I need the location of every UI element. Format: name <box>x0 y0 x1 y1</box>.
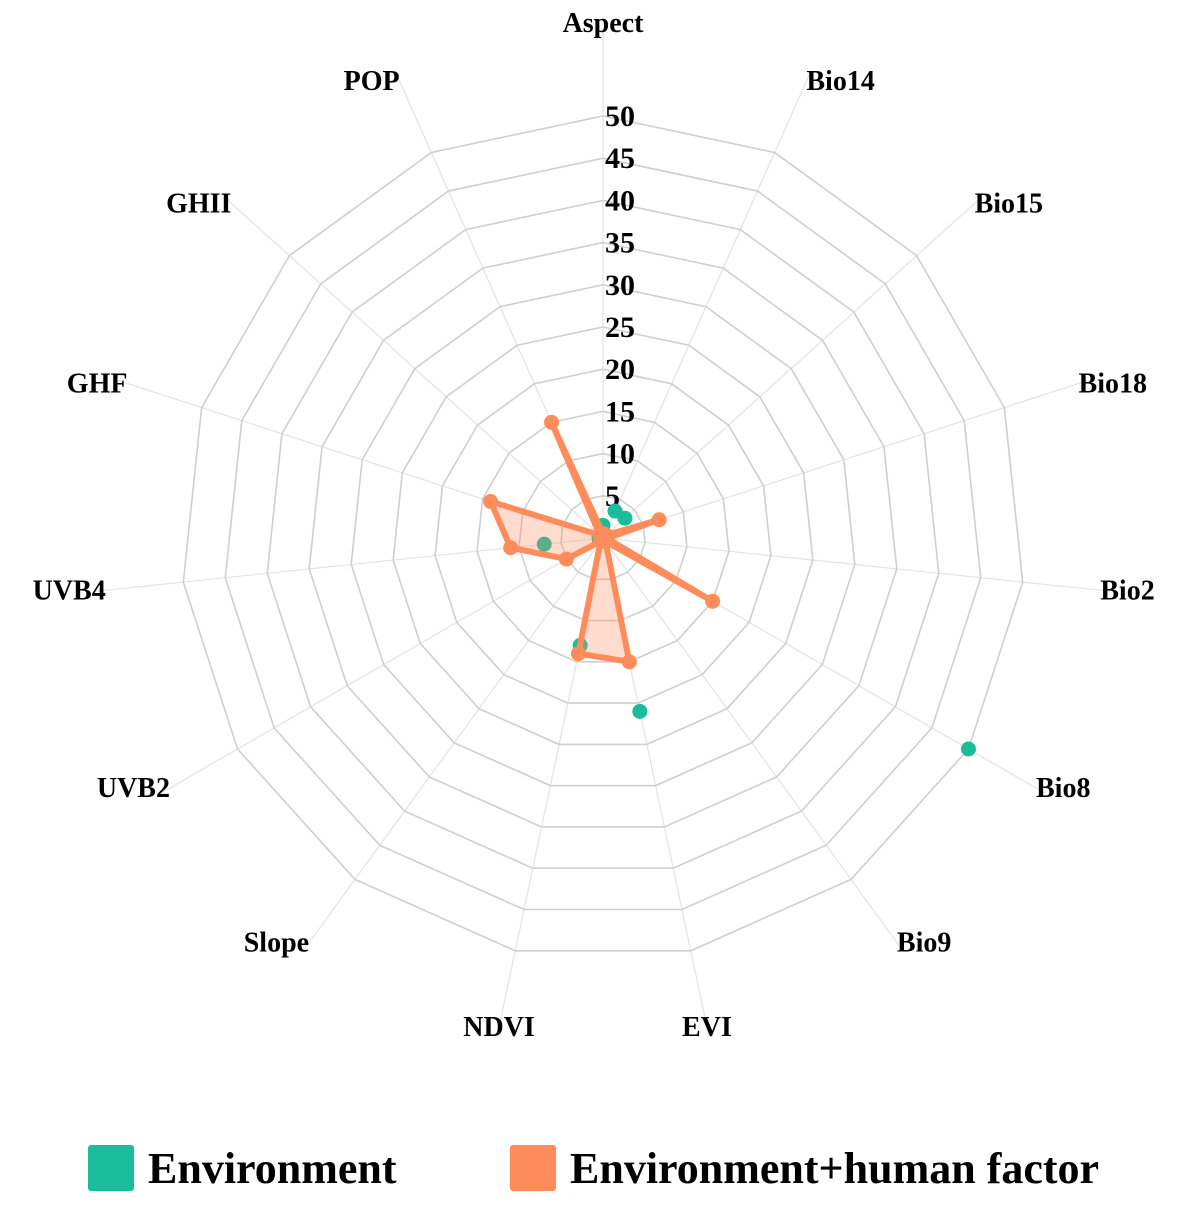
axis-line-uvb2 <box>161 537 604 794</box>
data-point-bio8 <box>705 593 721 609</box>
data-point-uvb4 <box>503 540 519 556</box>
tick-label-25: 25 <box>605 311 635 344</box>
category-label-ndvi: NDVI <box>463 1012 535 1043</box>
category-label-bio15: Bio15 <box>975 188 1043 219</box>
tick-label-40: 40 <box>605 184 635 217</box>
grid-rings <box>182 115 1024 952</box>
legend-label-environment: Environment <box>148 1143 397 1193</box>
grid-ring-45 <box>224 157 982 911</box>
axis-line-ghii <box>223 196 604 539</box>
data-point-ghii <box>592 527 608 543</box>
category-labels: Aspect Bio14 Bio15 Bio18 Bio2 Bio8 Bio9 EVI NDVI… <box>33 8 1155 1043</box>
legend: Environment Environment+human factor <box>0 1140 1188 1196</box>
data-point-evi <box>621 654 637 670</box>
grid-ring-25 <box>392 326 814 746</box>
tick-label-10: 10 <box>605 438 635 471</box>
tick-label-30: 30 <box>605 269 635 302</box>
category-label-pop: POP <box>344 66 400 97</box>
data-point-bio15 <box>617 510 633 526</box>
tick-label-45: 45 <box>605 142 635 175</box>
category-label-slope: Slope <box>244 928 309 959</box>
data-point-evi <box>632 703 648 719</box>
category-label-aspect: Aspect <box>563 8 645 39</box>
grid-ring-50 <box>182 115 1024 952</box>
legend-item-environment: Environment <box>88 1140 397 1196</box>
axis-line-bio15 <box>602 196 983 539</box>
category-label-bio9: Bio9 <box>897 928 951 959</box>
category-label-bio14: Bio14 <box>806 66 874 97</box>
series-environment-human-factor <box>483 414 721 670</box>
grid-ring-40 <box>266 199 940 870</box>
data-point-bio8 <box>960 741 976 757</box>
category-label-ghf: GHF <box>67 368 128 399</box>
legend-swatch-environment-human <box>510 1145 556 1191</box>
data-point-uvb2 <box>558 551 574 567</box>
tick-label-15: 15 <box>605 395 635 428</box>
category-label-uvb2: UVB2 <box>97 773 170 804</box>
category-label-bio8: Bio8 <box>1036 773 1090 804</box>
tick-label-35: 35 <box>605 227 635 260</box>
grid-ring-10 <box>518 452 688 622</box>
data-point-pop <box>544 414 560 430</box>
tick-label-50: 50 <box>605 100 635 133</box>
category-label-uvb4: UVB4 <box>33 575 106 606</box>
grid-ring-30 <box>350 283 856 787</box>
radar-plot: 5101520253035404550AspectBio14Bio15Bio18… <box>33 8 1155 1043</box>
series-line <box>487 419 716 665</box>
grid-ring-15 <box>476 410 730 663</box>
data-point-ndvi <box>570 646 586 662</box>
category-label-evi: EVI <box>682 1012 732 1043</box>
grid-ring-35 <box>308 241 898 828</box>
legend-item-environment-human: Environment+human factor <box>510 1140 1099 1196</box>
category-label-bio2: Bio2 <box>1100 575 1154 606</box>
data-point-bio18 <box>651 512 667 528</box>
data-point-uvb4 <box>536 536 552 552</box>
legend-label-environment-human: Environment+human factor <box>570 1143 1100 1193</box>
category-label-ghii: GHII <box>166 188 231 219</box>
data-point-ghf <box>483 493 499 509</box>
tick-label-20: 20 <box>605 353 635 386</box>
legend-swatch-environment <box>88 1145 134 1191</box>
grid-ring-5 <box>560 494 646 581</box>
category-label-bio18: Bio18 <box>1079 368 1147 399</box>
grid-ring-20 <box>434 368 772 704</box>
